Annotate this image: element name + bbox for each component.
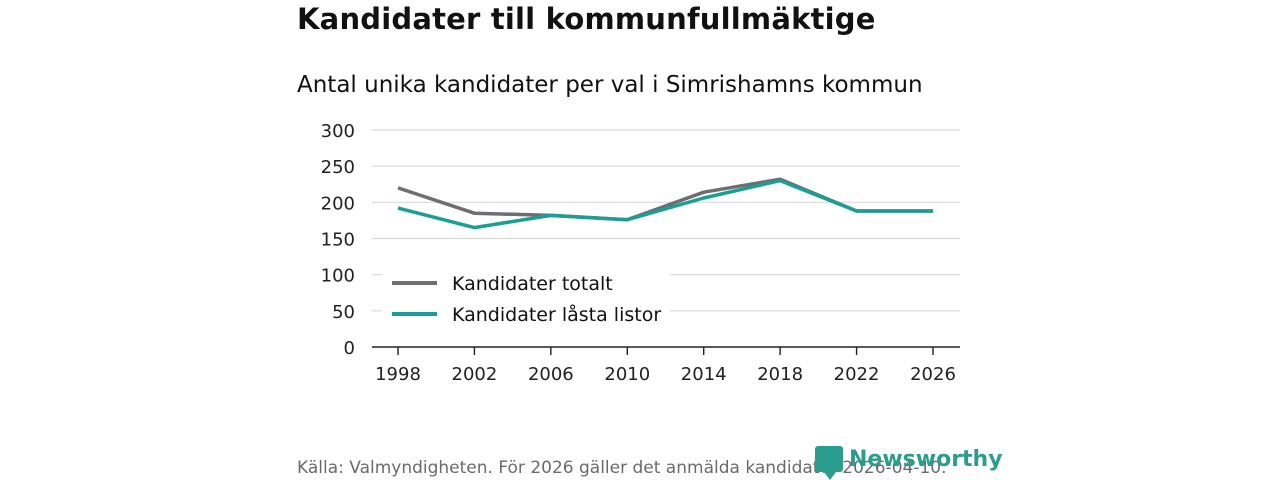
legend-label-1: Kandidater totalt bbox=[452, 273, 613, 295]
legend-label-2: Kandidater låsta listor bbox=[452, 303, 661, 326]
chart-title: Kandidater till kommunfullmäktige bbox=[297, 2, 876, 36]
source-caption: Källa: Valmyndigheten. För 2026 gäller d… bbox=[297, 458, 947, 478]
x-tick-label: 2010 bbox=[604, 364, 650, 385]
logo-mark-icon bbox=[815, 446, 843, 480]
logo-text: Newsworthy bbox=[849, 446, 1003, 472]
x-tick-label: 2014 bbox=[681, 364, 727, 385]
y-axis-ticks: 0 50 100 150 200 250 300 bbox=[321, 121, 355, 359]
y-tick-label: 0 bbox=[344, 338, 355, 359]
y-tick-label: 50 bbox=[332, 302, 355, 323]
series-line-2 bbox=[397, 178, 933, 230]
newsworthy-logo: Newsworthy bbox=[815, 446, 1003, 480]
chart-subtitle: Antal unika kandidater per val i Simrish… bbox=[297, 72, 923, 98]
series-lines bbox=[397, 177, 933, 230]
y-tick-label: 200 bbox=[321, 193, 355, 214]
y-tick-label: 150 bbox=[321, 230, 355, 251]
legend-background bbox=[382, 266, 670, 330]
y-tick-label: 100 bbox=[321, 266, 355, 287]
x-tick-label: 2006 bbox=[528, 364, 574, 385]
x-tick-label: 2026 bbox=[910, 364, 956, 385]
x-tick-label: 2002 bbox=[452, 364, 498, 385]
legend: Kandidater totalt Kandidater låsta listor bbox=[382, 266, 670, 330]
x-axis: 1998 2002 2006 2010 2014 2018 2022 2026 bbox=[372, 346, 960, 385]
x-tick-label: 2022 bbox=[834, 364, 880, 385]
series-line-1 bbox=[397, 177, 933, 222]
x-tick-label: 2018 bbox=[757, 364, 803, 385]
y-tick-label: 250 bbox=[321, 157, 355, 178]
x-tick-label: 1998 bbox=[375, 364, 421, 385]
y-tick-label: 300 bbox=[321, 121, 355, 142]
